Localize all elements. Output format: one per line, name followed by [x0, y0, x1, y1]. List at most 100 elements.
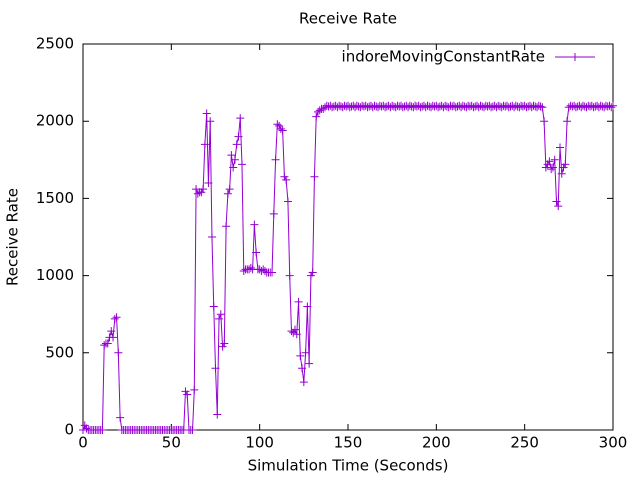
point-marker [538, 103, 547, 112]
point-marker [193, 189, 202, 198]
point-marker [462, 103, 471, 112]
x-tick-label: 100 [245, 434, 274, 452]
point-marker [400, 102, 409, 111]
point-marker [82, 424, 91, 433]
point-marker [291, 325, 299, 334]
point-marker [374, 103, 383, 112]
point-marker [556, 143, 564, 152]
point-marker [234, 132, 243, 141]
point-marker [273, 120, 282, 129]
point-marker [312, 112, 321, 121]
point-marker [564, 103, 573, 112]
point-marker [435, 102, 444, 111]
point-marker [308, 268, 317, 277]
point-marker [561, 160, 570, 169]
point-marker [471, 102, 480, 111]
point-marker [547, 165, 556, 174]
point-marker [110, 314, 119, 323]
point-marker [216, 310, 225, 319]
point-marker [609, 101, 617, 110]
point-marker [301, 348, 310, 357]
point-marker [305, 359, 314, 368]
point-marker [315, 106, 324, 115]
point-marker [250, 220, 259, 229]
point-marker [213, 410, 222, 419]
point-marker [365, 102, 374, 111]
point-marker [603, 102, 612, 111]
point-marker [418, 102, 427, 111]
point-marker [227, 151, 236, 160]
point-marker [552, 197, 561, 206]
x-tick-label: 200 [422, 434, 451, 452]
point-marker [292, 330, 301, 339]
point-marker [591, 102, 600, 111]
point-marker [114, 348, 123, 357]
point-marker [356, 103, 365, 112]
point-marker [329, 102, 338, 111]
point-marker [550, 155, 559, 164]
point-marker [515, 103, 524, 112]
point-marker [236, 114, 245, 123]
point-marker [303, 302, 312, 311]
point-marker [488, 102, 497, 111]
point-marker [573, 102, 582, 111]
plot-border [82, 43, 614, 431]
point-marker [268, 268, 277, 277]
point-marker [215, 314, 224, 323]
point-marker [229, 163, 238, 172]
point-marker [582, 103, 591, 112]
y-tick-label: 500 [45, 343, 74, 361]
point-marker [480, 103, 489, 112]
point-marker [409, 103, 418, 112]
point-marker [524, 102, 533, 111]
y-tick-label: 2500 [36, 35, 74, 53]
point-marker [283, 197, 292, 206]
point-marker [338, 103, 347, 112]
point-marker [276, 124, 285, 133]
point-marker [211, 364, 220, 373]
point-marker [382, 102, 391, 111]
point-marker [202, 109, 211, 118]
point-marker [269, 209, 278, 218]
point-marker [557, 169, 566, 178]
point-marker [299, 378, 308, 387]
point-marker [100, 341, 109, 350]
point-marker [294, 297, 303, 306]
legend-marker [571, 53, 579, 61]
point-marker [453, 102, 462, 111]
y-tick-label: 0 [64, 421, 74, 439]
point-marker [188, 426, 197, 434]
point-marker [285, 271, 294, 280]
point-marker [321, 103, 330, 112]
point-marker [223, 189, 232, 198]
point-marker [427, 103, 436, 112]
point-marker [103, 339, 112, 348]
point-marker [246, 263, 255, 272]
y-axis-label: Receive Rate [4, 188, 22, 286]
point-marker [230, 155, 239, 164]
point-marker [207, 233, 216, 241]
x-tick-label: 150 [334, 434, 363, 452]
point-marker [116, 413, 125, 422]
legend-label: indoreMovingConstantRate [342, 48, 545, 66]
point-marker [98, 426, 107, 434]
point-marker [347, 102, 356, 111]
point-marker [225, 185, 234, 194]
point-marker [190, 385, 199, 394]
point-marker [278, 126, 287, 135]
y-tick-label: 1500 [36, 189, 74, 207]
point-marker [506, 102, 515, 111]
point-marker [282, 175, 291, 184]
point-marker [206, 117, 215, 126]
y-tick-label: 2000 [36, 112, 74, 130]
point-marker [563, 117, 572, 126]
point-marker [545, 157, 554, 166]
x-tick-label: 300 [599, 434, 628, 452]
point-marker [296, 351, 305, 360]
point-marker [232, 140, 241, 149]
point-marker [548, 163, 557, 172]
point-marker [310, 172, 319, 181]
point-marker [391, 103, 400, 112]
